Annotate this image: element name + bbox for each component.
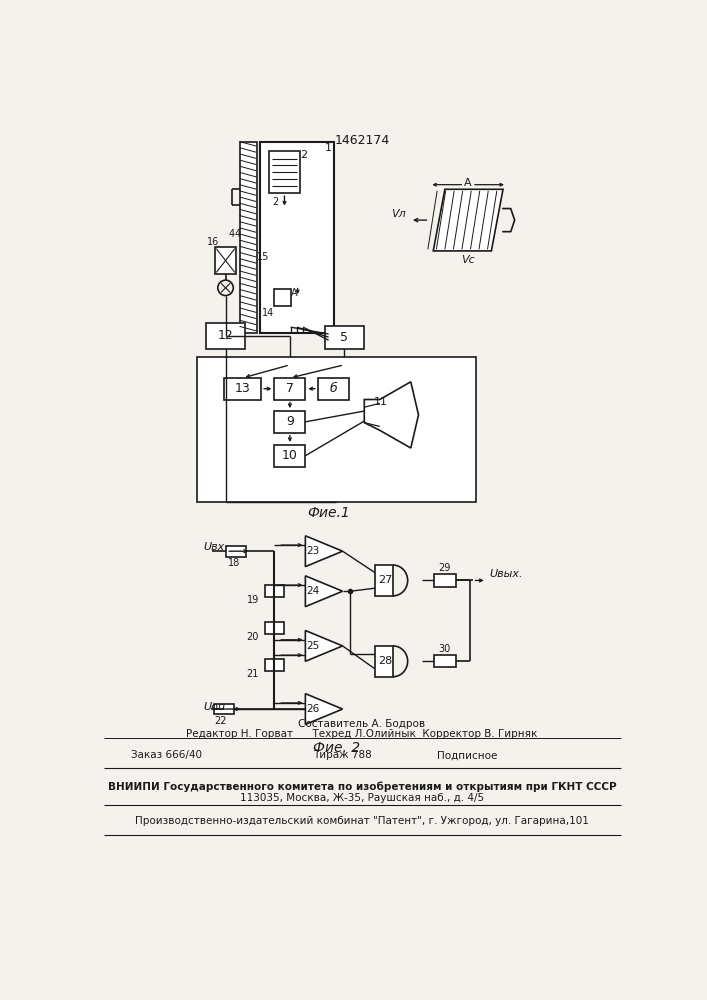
- Text: Редактор Н. Горват      Техред Л.Олийнык  Корректор В. Гирняк: Редактор Н. Горват Техред Л.Олийнык Корр…: [186, 729, 537, 739]
- Text: 16: 16: [207, 237, 219, 247]
- Polygon shape: [305, 536, 343, 567]
- Text: Uоп: Uоп: [203, 702, 226, 712]
- Polygon shape: [433, 189, 503, 251]
- Text: 4: 4: [234, 229, 240, 239]
- Polygon shape: [305, 576, 343, 607]
- Bar: [240, 142, 257, 333]
- Bar: [274, 289, 291, 306]
- Bar: [434, 655, 455, 667]
- Text: 4: 4: [228, 229, 235, 239]
- Text: 21: 21: [247, 669, 259, 679]
- Text: Подписное: Подписное: [437, 750, 498, 760]
- Text: Uвх: Uвх: [203, 542, 224, 552]
- Polygon shape: [375, 565, 393, 596]
- Text: 18: 18: [228, 558, 240, 568]
- Bar: [269, 151, 300, 193]
- Polygon shape: [305, 694, 343, 724]
- Bar: [274, 411, 305, 433]
- Text: б: б: [329, 382, 337, 395]
- Bar: [226, 546, 247, 557]
- Text: ВНИИПИ Государственного комитета по изобретениям и открытиям при ГКНТ СССР: ВНИИПИ Государственного комитета по изоб…: [107, 782, 617, 792]
- Text: 24: 24: [307, 586, 320, 596]
- Bar: [214, 704, 234, 714]
- Text: 27: 27: [378, 575, 392, 585]
- Text: Тираж 788: Тираж 788: [313, 750, 372, 760]
- Text: Заказ 666/40: Заказ 666/40: [131, 750, 202, 760]
- Polygon shape: [364, 382, 419, 448]
- Bar: [265, 659, 284, 671]
- Text: 9: 9: [286, 415, 294, 428]
- Text: Производственно-издательский комбинат "Патент", г. Ужгород, ул. Гагарина,101: Производственно-издательский комбинат "П…: [135, 816, 589, 826]
- Text: 25: 25: [307, 641, 320, 651]
- Text: 10: 10: [282, 449, 298, 462]
- Bar: [265, 585, 284, 597]
- Polygon shape: [375, 646, 393, 677]
- Text: 1462174: 1462174: [334, 134, 390, 147]
- Text: 2: 2: [300, 150, 308, 160]
- Bar: [274, 445, 305, 466]
- Text: 20: 20: [247, 632, 259, 642]
- Text: 2: 2: [272, 197, 279, 207]
- Text: 11: 11: [374, 397, 388, 407]
- Bar: [215, 247, 236, 274]
- Bar: [274, 378, 305, 400]
- Polygon shape: [305, 631, 343, 661]
- Bar: [325, 326, 363, 349]
- Bar: [224, 378, 261, 400]
- Text: 1: 1: [325, 143, 332, 153]
- Text: 28: 28: [378, 656, 392, 666]
- Text: 23: 23: [307, 546, 320, 556]
- Text: 12: 12: [218, 329, 233, 342]
- Text: Составитель А. Бодров: Составитель А. Бодров: [298, 719, 426, 729]
- Bar: [260, 142, 334, 333]
- Bar: [206, 323, 245, 349]
- Text: 5: 5: [340, 331, 348, 344]
- Text: 29: 29: [438, 563, 451, 573]
- Bar: [265, 622, 284, 634]
- Text: 14: 14: [262, 308, 274, 318]
- Bar: [317, 378, 349, 400]
- Text: 30: 30: [438, 644, 451, 654]
- Bar: [197, 357, 476, 502]
- Text: 19: 19: [247, 595, 259, 605]
- Text: 26: 26: [307, 704, 320, 714]
- Text: 15: 15: [257, 252, 269, 262]
- Text: 13: 13: [235, 382, 250, 395]
- Text: 7: 7: [286, 382, 294, 395]
- Text: Vc: Vc: [461, 255, 475, 265]
- Text: Vл: Vл: [392, 209, 406, 219]
- Bar: [434, 574, 455, 587]
- Text: A: A: [464, 178, 472, 188]
- Text: Фие.1: Фие.1: [308, 506, 350, 520]
- Text: Uвых.: Uвых.: [490, 569, 523, 579]
- Text: 22: 22: [214, 716, 226, 726]
- Text: A: A: [291, 288, 298, 298]
- Text: 113035, Москва, Ж-35, Раушская наб., д. 4/5: 113035, Москва, Ж-35, Раушская наб., д. …: [240, 793, 484, 803]
- Text: Фие. 2: Фие. 2: [312, 741, 360, 755]
